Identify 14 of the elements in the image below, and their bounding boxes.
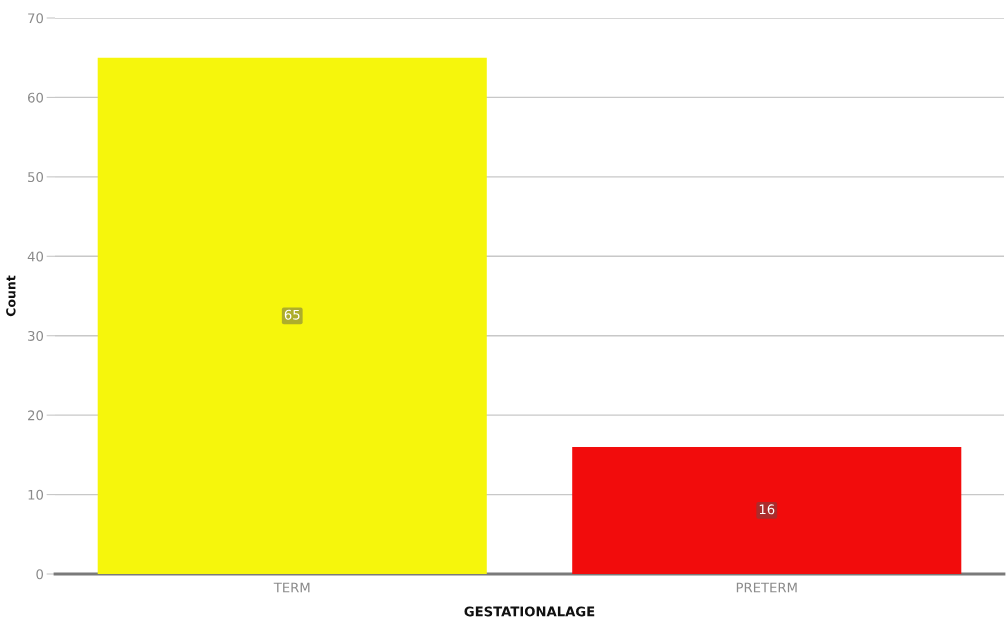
y-tick-label: 20: [28, 410, 44, 421]
y-axis-title: Count: [6, 275, 16, 317]
y-tick-label: 70: [28, 13, 44, 24]
y-tick-label: 60: [28, 92, 44, 103]
x-tick-label: TERM: [273, 582, 310, 593]
x-axis-title: GESTATIONALAGE: [464, 606, 595, 617]
y-tick-label: 10: [28, 489, 44, 500]
y-tick-label: 50: [28, 172, 44, 183]
x-tick-label: PRETERM: [736, 582, 797, 593]
y-tick-label: 30: [28, 330, 44, 341]
data-label: 16: [759, 504, 775, 515]
data-label: 65: [284, 309, 300, 320]
y-tick-label: 40: [27, 251, 44, 262]
y-tick-label: 0: [36, 569, 44, 580]
